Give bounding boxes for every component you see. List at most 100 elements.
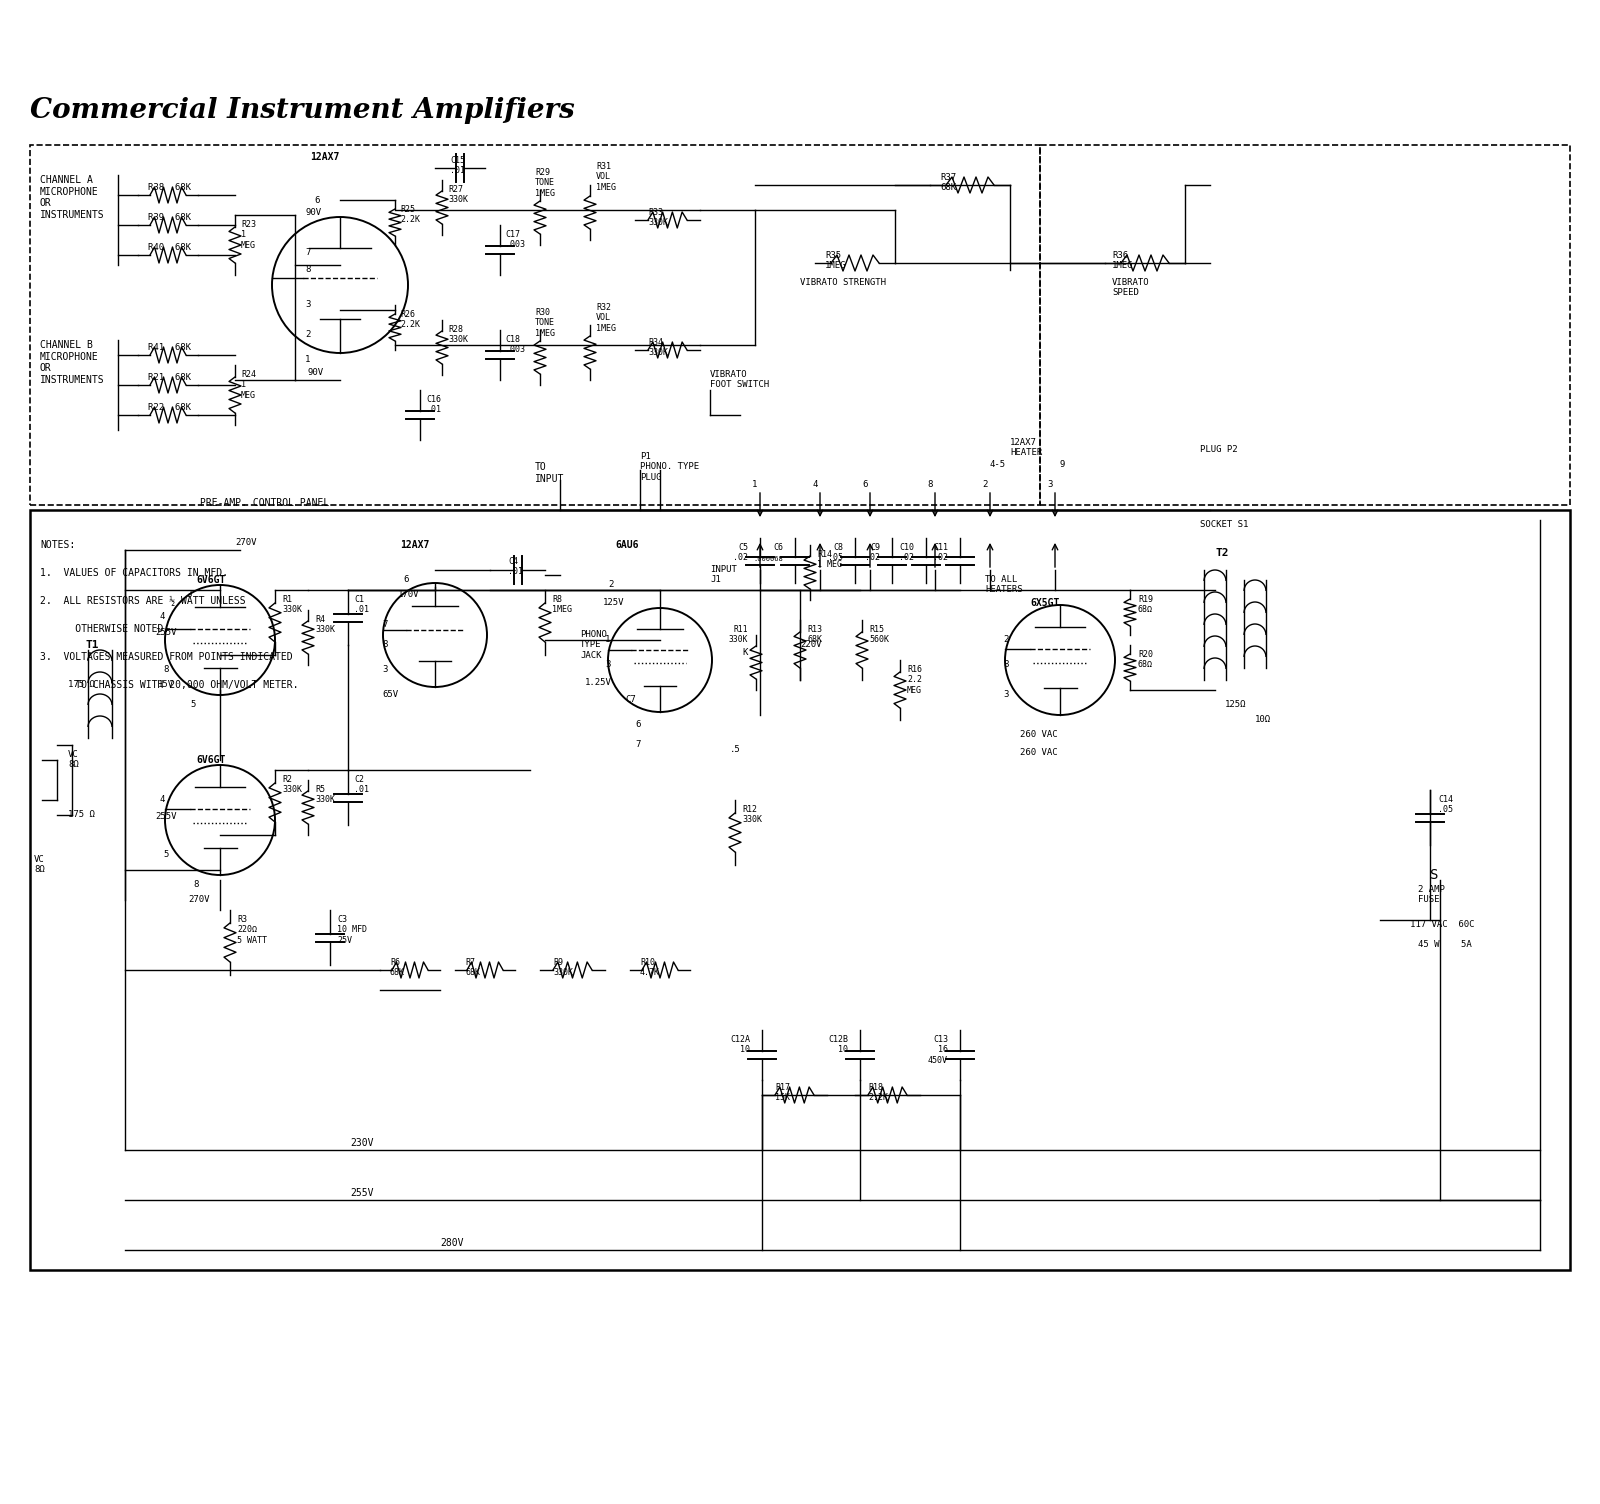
Text: R23
1
MEG: R23 1 MEG <box>242 220 256 250</box>
Text: .000068: .000068 <box>754 556 782 562</box>
Text: R8
1MEG: R8 1MEG <box>552 596 573 615</box>
Text: 8: 8 <box>928 480 933 489</box>
Text: 270V: 270V <box>235 538 256 547</box>
Text: R35
1MEG: R35 1MEG <box>826 251 846 271</box>
Text: R10
4.7K: R10 4.7K <box>640 958 661 978</box>
Text: 3: 3 <box>382 665 387 674</box>
Text: 7: 7 <box>382 620 387 629</box>
Text: Commercial Instrument Amplifiers: Commercial Instrument Amplifiers <box>30 96 574 123</box>
Text: R21  68K: R21 68K <box>147 373 190 382</box>
Text: 255V: 255V <box>155 812 176 821</box>
Text: R16
2.2
MEG: R16 2.2 MEG <box>907 665 922 695</box>
Text: PLUG P2: PLUG P2 <box>1200 445 1238 454</box>
Text: 170V: 170V <box>398 590 419 599</box>
Text: PRE-AMP. CONTROL PANEL: PRE-AMP. CONTROL PANEL <box>200 498 330 508</box>
Text: R14
1 MEG: R14 1 MEG <box>818 550 842 570</box>
Text: C12A
10: C12A 10 <box>730 1035 750 1054</box>
Text: 280V: 280V <box>440 1238 464 1248</box>
Text: VIBRATO
SPEED: VIBRATO SPEED <box>1112 278 1150 298</box>
Text: C14
.05: C14 .05 <box>1438 796 1453 814</box>
Text: R9
330K: R9 330K <box>554 958 573 978</box>
Text: 7: 7 <box>306 248 310 257</box>
Text: C5
.02: C5 .02 <box>733 543 749 562</box>
Text: TO CHASSIS WITH 20,000 OHM/VOLT METER.: TO CHASSIS WITH 20,000 OHM/VOLT METER. <box>40 680 299 690</box>
Text: C18
.003: C18 .003 <box>506 335 525 355</box>
Text: 255V: 255V <box>350 1188 373 1199</box>
Text: 220V: 220V <box>800 641 821 650</box>
Text: VC
8Ω: VC 8Ω <box>34 854 45 874</box>
Text: NOTES:: NOTES: <box>40 540 75 550</box>
Text: R1
330K: R1 330K <box>282 596 302 615</box>
Text: 6: 6 <box>635 720 640 729</box>
Text: C11
.02: C11 .02 <box>933 543 947 562</box>
Text: 6: 6 <box>862 480 867 489</box>
Text: R38  68K: R38 68K <box>147 183 190 193</box>
Text: C2
.01: C2 .01 <box>354 775 370 794</box>
Text: 3: 3 <box>1048 480 1053 489</box>
Text: C9
.02: C9 .02 <box>866 543 880 562</box>
Text: R6
68K: R6 68K <box>390 958 405 978</box>
Text: R7
68K: R7 68K <box>466 958 480 978</box>
Text: PHONO
TYPE
JACK: PHONO TYPE JACK <box>579 630 606 660</box>
Text: 6V6GT: 6V6GT <box>195 575 226 585</box>
Text: SOCKET S1: SOCKET S1 <box>1200 520 1248 529</box>
Text: R19
68Ω: R19 68Ω <box>1138 596 1154 615</box>
Text: R26
2.2K: R26 2.2K <box>400 310 419 329</box>
Text: R29
TONE
1MEG: R29 TONE 1MEG <box>534 168 555 199</box>
Text: 3.  VOLTAGES MEASURED FROM POINTS INDICATED: 3. VOLTAGES MEASURED FROM POINTS INDICAT… <box>40 653 293 662</box>
Text: 8: 8 <box>194 880 198 889</box>
Text: K: K <box>742 648 749 657</box>
Text: C13
16
450V: C13 16 450V <box>928 1035 947 1065</box>
Text: 230V: 230V <box>350 1139 373 1148</box>
Text: R39  68K: R39 68K <box>147 214 190 223</box>
Text: C3
10 MFD
25V: C3 10 MFD 25V <box>338 914 366 945</box>
Text: R31
VOL
1MEG: R31 VOL 1MEG <box>595 162 616 193</box>
Text: VIBRATO
FOOT SWITCH: VIBRATO FOOT SWITCH <box>710 370 770 390</box>
Text: R25
2.2K: R25 2.2K <box>400 205 419 224</box>
Text: T1: T1 <box>85 641 99 650</box>
Text: 6: 6 <box>403 575 408 584</box>
Text: 15V: 15V <box>158 680 174 689</box>
Text: TO ALL
HEATERS: TO ALL HEATERS <box>986 575 1022 594</box>
Text: 1: 1 <box>752 480 758 489</box>
Text: 1.25V: 1.25V <box>586 678 611 687</box>
Text: S: S <box>1430 868 1438 881</box>
Text: 1: 1 <box>605 635 610 644</box>
Text: 6V6GT: 6V6GT <box>195 755 226 766</box>
Text: R27
330K: R27 330K <box>448 185 467 205</box>
Text: R41  68K: R41 68K <box>147 343 190 352</box>
Text: C8
.05: C8 .05 <box>829 543 843 562</box>
Text: 3: 3 <box>605 660 610 669</box>
Text: 7: 7 <box>635 740 640 749</box>
Text: R15
560K: R15 560K <box>869 626 890 644</box>
Text: 125Ω: 125Ω <box>1226 699 1246 708</box>
Text: 8: 8 <box>306 265 310 274</box>
Text: 6: 6 <box>314 196 320 205</box>
Text: 9: 9 <box>1059 460 1066 469</box>
Text: 2: 2 <box>306 329 310 338</box>
Text: R22  68K: R22 68K <box>147 403 190 412</box>
Text: R2
330K: R2 330K <box>282 775 302 794</box>
Text: R5
330K: R5 330K <box>315 785 334 805</box>
Text: 45 W    5A: 45 W 5A <box>1418 940 1472 949</box>
Text: R4
330K: R4 330K <box>315 615 334 635</box>
Text: 175 Ω: 175 Ω <box>67 680 94 689</box>
Text: 2.  ALL RESISTORS ARE ½ WATT UNLESS: 2. ALL RESISTORS ARE ½ WATT UNLESS <box>40 596 246 606</box>
Text: 1.  VALUES OF CAPACITORS IN MFD.: 1. VALUES OF CAPACITORS IN MFD. <box>40 569 229 578</box>
Text: R17
15K: R17 15K <box>774 1083 790 1102</box>
Text: R36
1MEG: R36 1MEG <box>1112 251 1133 271</box>
Text: CHANNEL A
MICROPHONE
OR
INSTRUMENTS: CHANNEL A MICROPHONE OR INSTRUMENTS <box>40 174 104 220</box>
Text: 4: 4 <box>813 480 818 489</box>
Text: 2: 2 <box>1003 635 1008 644</box>
Text: 12AX7
HEATER: 12AX7 HEATER <box>1010 438 1042 457</box>
Text: C4
.01: C4 .01 <box>509 556 523 576</box>
Text: 6AU6: 6AU6 <box>614 540 638 550</box>
Text: 4: 4 <box>160 796 165 805</box>
Text: 255V: 255V <box>155 629 176 638</box>
Text: 260 VAC: 260 VAC <box>1021 729 1058 738</box>
Text: 270V: 270V <box>189 895 210 904</box>
Text: TO
INPUT: TO INPUT <box>534 462 565 484</box>
Text: 175 Ω: 175 Ω <box>67 811 94 820</box>
Text: 90V: 90V <box>306 208 322 217</box>
Text: OTHERWISE NOTED.: OTHERWISE NOTED. <box>40 624 170 635</box>
